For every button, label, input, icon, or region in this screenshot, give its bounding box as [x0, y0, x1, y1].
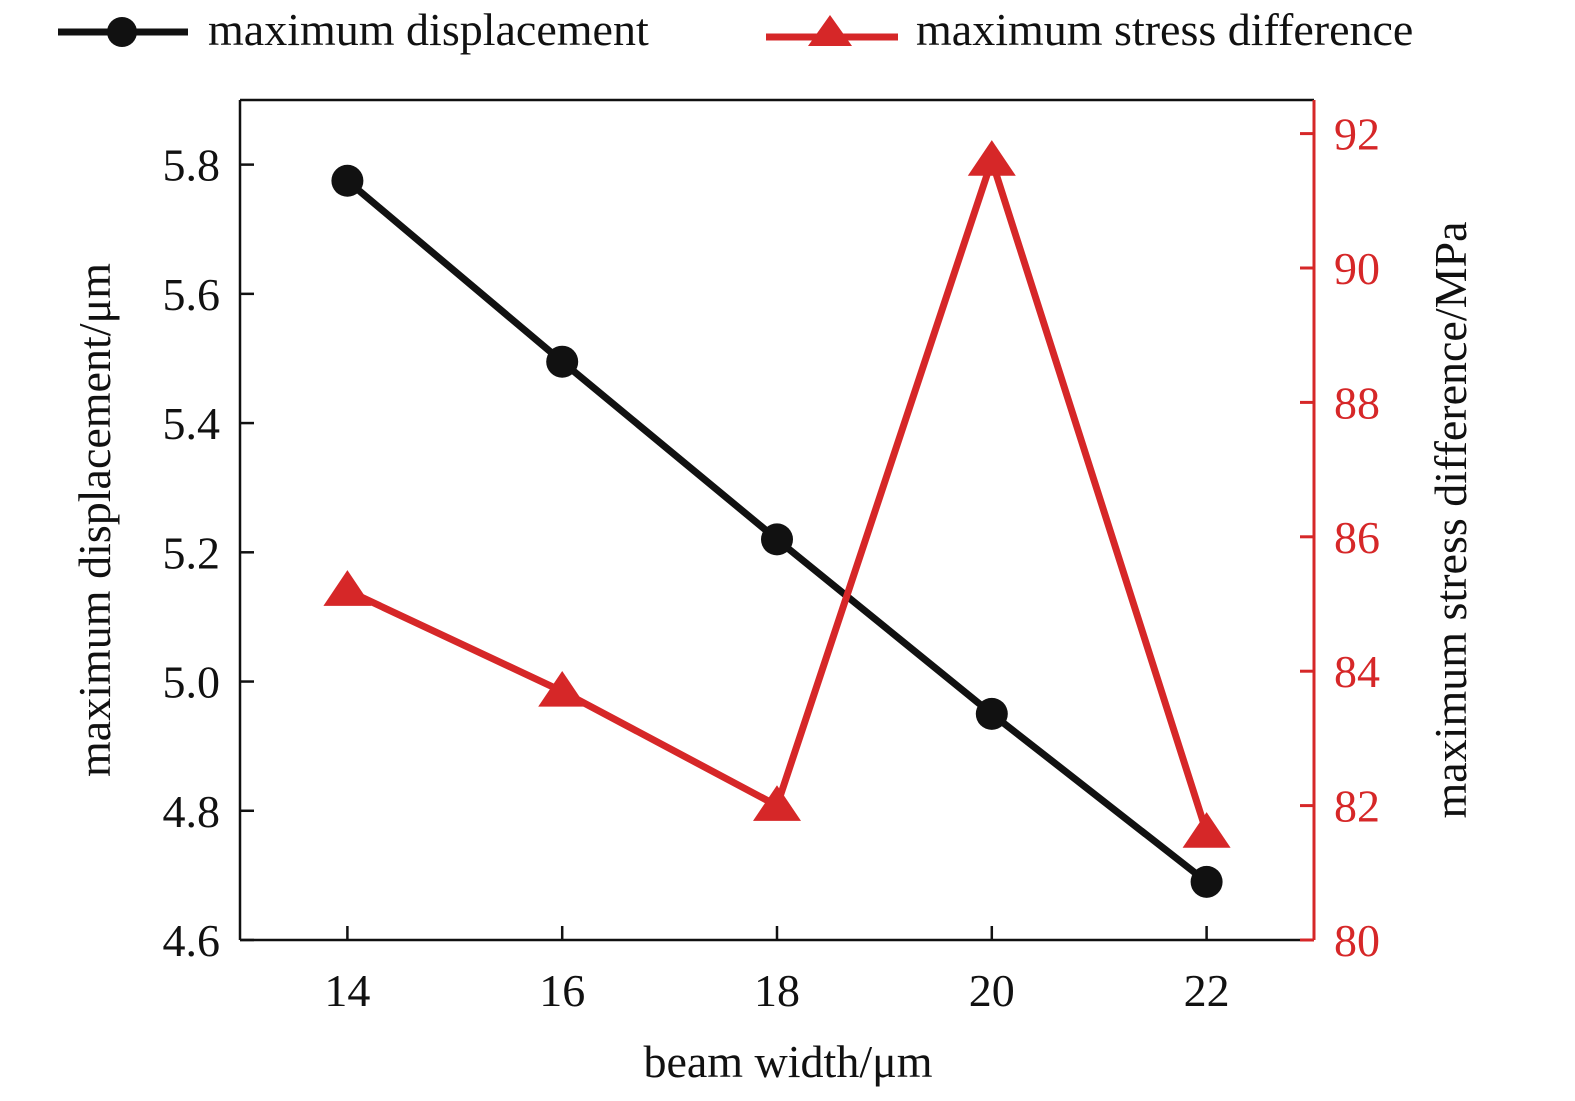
left-tick-label: 5.8 — [163, 140, 221, 191]
right-tick-label: 90 — [1334, 243, 1380, 294]
x-axis-ticks: 14 16 18 20 22 — [324, 926, 1230, 1016]
series-1 — [323, 140, 1231, 848]
data-point-circle — [761, 523, 793, 556]
right-axis-title: maximum stress difference/MPa — [1425, 221, 1476, 818]
data-point-circle — [1190, 865, 1223, 898]
x-tick-label: 20 — [969, 965, 1015, 1016]
left-tick-label: 5.0 — [163, 657, 221, 708]
left-tick-label: 4.8 — [163, 786, 221, 837]
data-point-circle — [975, 697, 1008, 730]
left-tick-label: 5.6 — [163, 269, 221, 320]
right-tick-label: 84 — [1334, 646, 1380, 697]
left-axis-ticks: 4.6 4.8 5.0 5.2 5.4 5.6 5.8 — [163, 140, 254, 966]
data-point-triangle — [753, 785, 801, 821]
legend-entry-displacement: maximum displacement — [58, 4, 649, 55]
legend-marker-triangle-icon — [808, 15, 852, 46]
legend-marker-circle-icon — [107, 17, 137, 47]
right-axis-ticks: 80 82 84 86 88 90 92 — [1300, 109, 1380, 966]
right-tick-label: 86 — [1334, 512, 1380, 563]
legend: maximum displacement maximum stress diff… — [58, 4, 1413, 55]
legend-label-displacement: maximum displacement — [208, 4, 649, 55]
left-tick-label: 4.6 — [163, 915, 221, 966]
data-point-circle — [331, 164, 364, 197]
x-tick-label: 22 — [1184, 965, 1230, 1016]
data-point-triangle — [538, 670, 587, 707]
left-tick-label: 5.2 — [163, 527, 221, 578]
series-line — [345, 149, 1210, 834]
left-tick-label: 5.4 — [163, 398, 221, 449]
series-0 — [331, 164, 1223, 898]
right-tick-label: 88 — [1334, 377, 1380, 428]
x-tick-label: 16 — [539, 965, 585, 1016]
right-tick-label: 80 — [1334, 915, 1380, 966]
x-tick-label: 18 — [754, 965, 800, 1016]
legend-label-stress: maximum stress difference — [916, 4, 1413, 55]
x-tick-label: 14 — [324, 965, 370, 1016]
data-point-circle — [546, 345, 579, 378]
right-tick-label: 82 — [1334, 781, 1380, 832]
right-tick-label: 92 — [1334, 109, 1380, 160]
data-point-triangle — [967, 140, 1016, 176]
x-axis-title: beam width/μm — [643, 1036, 932, 1087]
left-axis-title: maximum displacement/μm — [69, 263, 120, 777]
data-point-triangle — [323, 570, 372, 606]
series-layer — [323, 140, 1231, 898]
legend-entry-stress: maximum stress difference — [766, 4, 1413, 55]
data-point-triangle — [1182, 812, 1231, 848]
